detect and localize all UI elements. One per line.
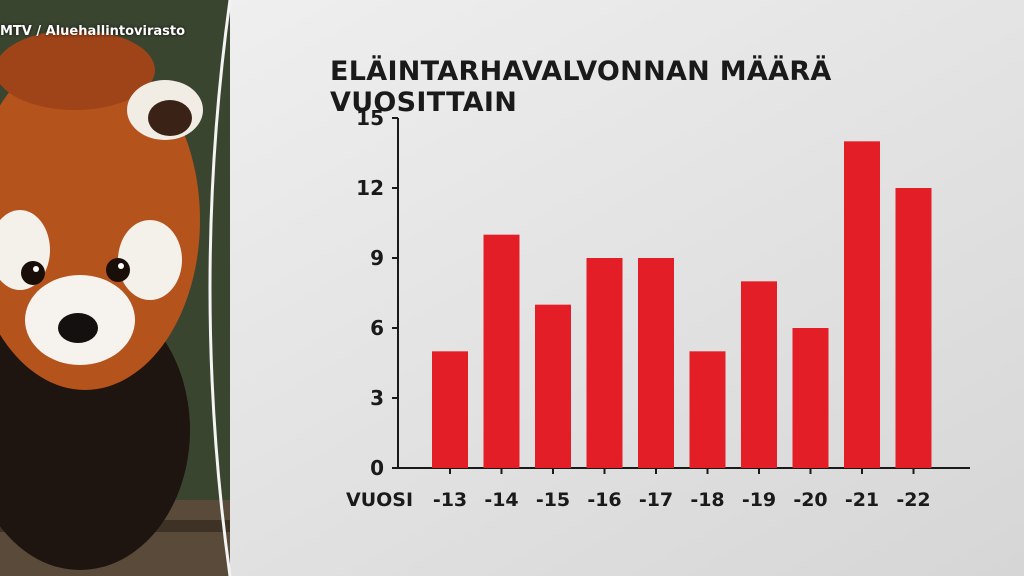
bar: [535, 304, 571, 468]
x-axis-label: VUOSI: [346, 489, 413, 511]
x-tick-label: -14: [484, 489, 518, 511]
y-tick-label: 15: [356, 106, 384, 130]
x-tick-label: -21: [845, 489, 879, 511]
bar: [432, 351, 468, 468]
red-panda-photo: MTV / Aluehallintovirasto: [0, 0, 230, 576]
photo-credit: MTV / Aluehallintovirasto: [0, 24, 186, 39]
bar: [741, 281, 777, 468]
x-tick-label: -17: [639, 489, 673, 511]
x-tick-label: -18: [690, 489, 724, 511]
bar: [792, 328, 829, 468]
bar: [638, 258, 674, 468]
x-tick-label: -20: [793, 489, 827, 511]
x-tick-label: -22: [896, 489, 930, 511]
y-tick-label: 9: [370, 246, 384, 270]
x-tick-label: -16: [587, 489, 621, 511]
chart-title: ELÄINTARHAVALVONNAN MÄÄRÄ VUOSITTAIN: [330, 56, 832, 118]
x-tick-label: -19: [742, 489, 776, 511]
bar: [483, 234, 520, 468]
bar: [895, 188, 932, 468]
red-panda-illustration: [0, 0, 230, 576]
y-tick-label: 3: [370, 386, 384, 410]
x-tick-label: -15: [536, 489, 570, 511]
y-tick-label: 6: [370, 316, 384, 340]
x-tick-label: -13: [433, 489, 467, 511]
bar: [844, 141, 880, 469]
bar: [586, 258, 623, 468]
y-tick-label: 0: [370, 456, 384, 480]
y-tick-label: 12: [356, 176, 384, 200]
bar: [689, 351, 726, 468]
